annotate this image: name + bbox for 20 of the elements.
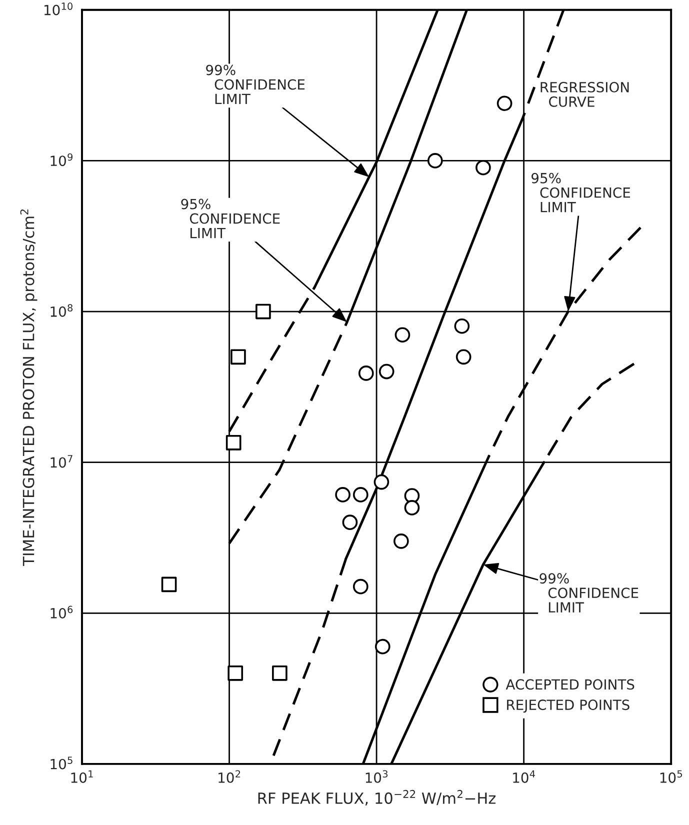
x-axis-title: RF PEAK FLUX, 10$^{−22}$ W/m$^{2}$−Hz	[258, 790, 496, 806]
annotation: 99% CONFIDENCE LIMIT	[540, 573, 638, 612]
y-tick-label: 10$^{8}$	[50, 304, 73, 317]
x-tick-label: 10$^{1}$	[71, 770, 93, 783]
x-tick-label: 10$^{3}$	[366, 770, 388, 783]
y-tick-label: 10$^{6}$	[50, 606, 73, 619]
x-tick-label: 10$^{4}$	[513, 770, 536, 783]
y-axis-title: TIME-INTEGRATED PROTON FLUX, protons/cm$^{2}$	[20, 210, 38, 566]
annotation: 95% CONFIDENCE LIMIT	[532, 172, 630, 212]
y-tick-label: 10$^{5}$	[50, 756, 72, 770]
annotation: 95% CONFIDENCE LIMIT	[181, 198, 280, 238]
x-tick-label: 10$^{5}$	[660, 770, 682, 783]
y-tick-label: 10$^{7}$	[50, 455, 72, 468]
legend-label: ACCEPTED POINTS	[506, 679, 634, 690]
y-tick-label: 10$^{9}$	[50, 153, 73, 166]
y-tick-label: 10$^{10}$	[44, 2, 72, 16]
x-tick-label: 10$^{2}$	[218, 770, 240, 783]
annotation: 99% CONFIDENCE LIMIT	[206, 64, 305, 104]
legend-label: REJECTED POINTS	[507, 700, 630, 713]
annotation: REGRESSION CURVE	[540, 82, 629, 107]
